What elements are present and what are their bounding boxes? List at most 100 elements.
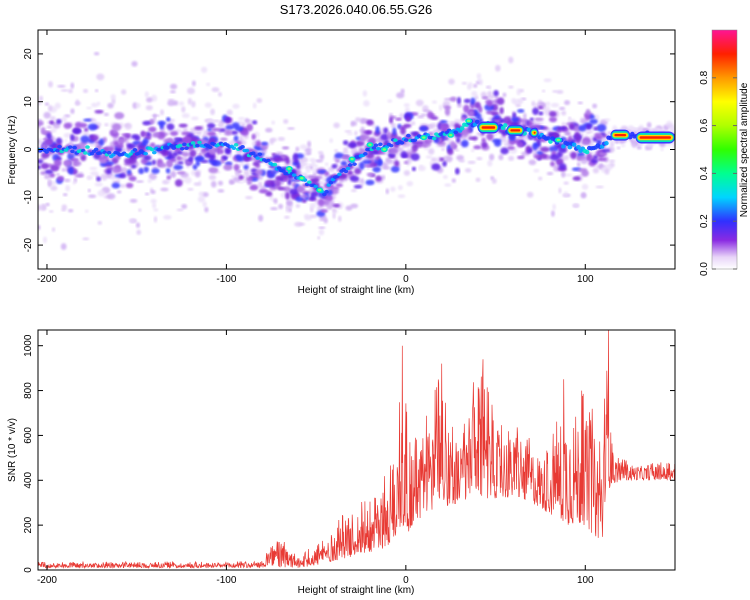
spectrogram-cell (74, 101, 81, 106)
spectrogram-cell (508, 155, 515, 161)
x-tick-label: 100 (577, 274, 594, 285)
spectrogram-cell (117, 138, 125, 144)
spectrogram-cell (97, 220, 103, 225)
spectrogram-cell (431, 163, 441, 171)
spectrogram-cell (594, 114, 600, 121)
spectrogram-cell (157, 162, 167, 168)
ridge-cell (345, 166, 351, 171)
spectrogram-cell (597, 157, 608, 162)
spectrogram-cell (439, 157, 445, 162)
spectrogram-cell (429, 123, 438, 128)
spectrogram-cell (143, 155, 152, 161)
spectrogram-cell (165, 167, 171, 174)
spectrogram-cell (56, 118, 62, 125)
spectrogram-cell (176, 171, 186, 175)
snr-y-label: SNR (10 * v/v) (7, 418, 18, 482)
ridge-cell (67, 145, 73, 149)
spectrogram-y-ticks: -20 -10 0 10 20 (23, 48, 675, 252)
spectrogram-cell (249, 185, 259, 191)
spectrogram-cell (237, 169, 242, 174)
spectrogram-cell (388, 148, 399, 155)
spectrogram-cell (157, 120, 167, 126)
ridge-cell (132, 148, 138, 152)
spectrogram-cell (420, 123, 428, 127)
spectrogram-cell (515, 104, 521, 108)
spectrogram-cell (307, 140, 312, 148)
ridge-segment-core (614, 134, 627, 137)
spectrogram-cell (169, 90, 176, 94)
spectrogram-cell (394, 160, 400, 167)
spectrogram-cell (340, 161, 348, 166)
spectrogram-cell (98, 138, 105, 147)
ridge-cell (190, 141, 196, 145)
spectrogram-cell (390, 122, 396, 128)
spectrogram-cell (542, 89, 546, 93)
ridge-cell (72, 145, 77, 150)
spectrogram-cell (191, 100, 196, 108)
spectrogram-cell (82, 88, 89, 93)
spectrogram-cell (257, 181, 263, 189)
ridge-cell (83, 151, 88, 155)
spectrogram-cell (461, 81, 468, 85)
spectrogram-cell (399, 112, 404, 119)
spectrogram-cell (491, 178, 497, 184)
spectrogram-cell (549, 154, 560, 161)
spectrogram-cell (166, 123, 175, 131)
spectrogram-cell (559, 134, 564, 138)
spectrogram-cell (463, 104, 470, 113)
spectrogram-cell (564, 173, 573, 177)
spectrogram-cell (106, 168, 112, 175)
spectrogram-cell (191, 80, 196, 87)
spectrogram-cell (309, 194, 316, 201)
spectrogram-cell (200, 66, 208, 73)
spectrogram-cell (61, 116, 68, 123)
spectrogram-cell (343, 147, 349, 152)
y-tick-label: 200 (23, 516, 34, 533)
spectrogram-cell (377, 158, 382, 167)
spectrogram-cell (243, 157, 253, 162)
hotspot-core (368, 143, 372, 146)
spectrogram-cell (592, 103, 598, 109)
spectrogram-cell (359, 117, 367, 125)
spectrogram-cell (296, 163, 301, 170)
spectrogram-cell (40, 171, 46, 175)
spectrogram-cell (300, 194, 309, 198)
ridge-cell (266, 158, 271, 163)
spectrogram-cell (534, 154, 540, 159)
spectrogram-cell (561, 156, 569, 161)
spectrogram-cell (112, 167, 122, 174)
spectrogram-cell (634, 128, 639, 132)
spectrogram-cell (601, 148, 611, 153)
ridge-cell (85, 145, 90, 149)
spectrogram-cell (44, 174, 51, 180)
ridge-cell (143, 151, 148, 156)
spectrogram-cell (353, 184, 363, 189)
spectrogram-cell (48, 81, 53, 88)
spectrogram-cell (169, 83, 178, 90)
ridge-cell (177, 143, 183, 148)
spectrogram-cell (449, 141, 456, 150)
colorbar-frame (711, 29, 738, 270)
spectrogram-cell (332, 208, 337, 213)
spectrogram-cell (494, 114, 500, 119)
spectrogram-cell (211, 87, 220, 93)
spectrogram-cell (543, 78, 552, 83)
colorbar-tick-label: 0.2 (699, 214, 710, 228)
ridge-cell (375, 146, 381, 151)
spectrogram-cell (632, 141, 636, 149)
spectrogram-cell (275, 179, 281, 188)
x-tick-label: -200 (37, 274, 57, 285)
spectrogram-cell (318, 181, 324, 185)
spectrogram-cell (303, 213, 310, 219)
spectrogram-cell (395, 117, 402, 121)
spectrogram-cell (454, 167, 460, 175)
spectrogram-cell (301, 190, 311, 195)
spectrogram-cell (493, 90, 499, 97)
spectrogram-cell (131, 61, 138, 67)
spectrogram-cell (44, 102, 49, 106)
x-tick-label: 0 (403, 274, 409, 285)
spectrogram-cell (608, 159, 616, 163)
hotspot-core (556, 138, 561, 142)
spectrogram-cell (153, 208, 159, 212)
